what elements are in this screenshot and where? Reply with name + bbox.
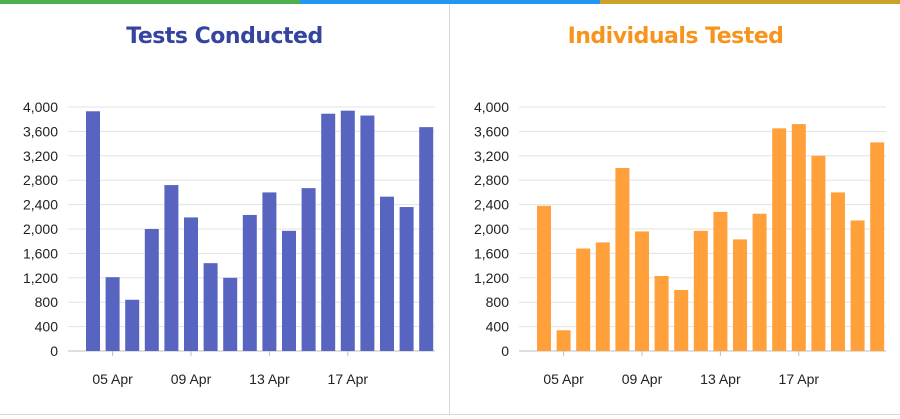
tests-conducted-panel: Tests Conducted 0 400 800 1,200 1,600 2,000 2,… (0, 4, 450, 415)
top-accent-blue (300, 0, 600, 4)
y-tick-label: 3,600 (23, 123, 58, 139)
y-tick-label: 0 (501, 343, 509, 359)
y-tick-label: 3,200 (23, 148, 58, 164)
bar-06-apr (576, 248, 591, 351)
bar-11-apr (223, 277, 238, 351)
bar-18-apr (360, 115, 375, 351)
y-tick-label: 800 (35, 294, 59, 310)
chart-title: Individuals Tested (567, 24, 784, 49)
bar-20-apr (850, 220, 865, 351)
top-accent-bar (0, 0, 900, 4)
y-tick-label: 400 (35, 319, 59, 335)
bottom-divider (0, 414, 900, 415)
x-tick-label: 05 Apr (92, 371, 133, 387)
y-tick-label: 2,000 (23, 221, 58, 237)
y-tick-label: 2,000 (474, 221, 509, 237)
tests-conducted-chart: 0 400 800 1,200 1,600 2,000 2,400 2,800 3,200 3,6… (23, 99, 435, 387)
x-tick-label: 13 Apr (249, 371, 290, 387)
top-accent-green (0, 0, 300, 4)
bar-15-apr (752, 213, 767, 351)
bar-14-apr (733, 239, 747, 351)
y-tick-label: 2,400 (23, 197, 58, 213)
bar-17-apr (340, 110, 355, 351)
x-tick-label: 09 Apr (622, 371, 663, 387)
y-tick-label: 2,800 (474, 172, 509, 188)
bar-06-apr (125, 299, 140, 351)
bar-09-apr (635, 231, 649, 351)
y-tick-label: 1,200 (23, 270, 58, 286)
y-tick-label: 1,200 (474, 270, 509, 286)
bar-07-apr (595, 242, 610, 351)
y-tick-label: 800 (486, 294, 510, 310)
bar-07-apr (144, 229, 159, 351)
y-tick-label: 2,800 (23, 172, 58, 188)
bar-16-apr (772, 128, 787, 351)
bar-04-apr (537, 205, 551, 351)
bar-13-apr (262, 192, 277, 351)
x-tick-label: 13 Apr (700, 371, 741, 387)
bar-11-apr (674, 290, 689, 351)
bar-17-apr (791, 124, 806, 351)
y-tick-label: 3,200 (474, 148, 509, 164)
bar-19-apr (831, 192, 845, 351)
bar-09-apr (184, 217, 198, 351)
bar-12-apr (693, 230, 708, 351)
bar-10-apr (654, 275, 669, 351)
bar-08-apr (164, 185, 179, 351)
bar-04-apr (86, 111, 100, 352)
y-tick-label: 0 (50, 343, 58, 359)
bar-15-apr (301, 188, 316, 351)
y-tick-label: 4,000 (23, 99, 58, 115)
bar-18-apr (811, 155, 826, 351)
bar-13-apr (713, 211, 728, 351)
bar-16-apr (321, 113, 336, 352)
x-tick-label: 05 Apr (543, 371, 584, 387)
bar-12-apr (242, 214, 257, 351)
x-tick-label: 09 Apr (171, 371, 212, 387)
bar-14-apr (282, 230, 296, 351)
bar-21-apr (870, 142, 885, 351)
individuals-tested-panel: Individuals Tested 0 400 800 1,200 1,600 2,00… (451, 4, 900, 415)
bar-05-apr (556, 330, 571, 351)
bar-10-apr (203, 263, 218, 351)
y-tick-label: 1,600 (23, 245, 58, 261)
bar-19-apr (380, 196, 394, 351)
y-tick-label: 2,400 (474, 197, 509, 213)
x-tick-label: 17 Apr (328, 371, 369, 387)
individuals-tested-chart: 0 400 800 1,200 1,600 2,000 2,400 2,800 3,200 3,6… (474, 99, 886, 387)
bar-08-apr (615, 168, 630, 351)
x-tick-label: 17 Apr (779, 371, 820, 387)
top-accent-gold (600, 0, 900, 4)
bar-21-apr (419, 127, 434, 351)
y-tick-label: 3,600 (474, 123, 509, 139)
chart-title: Tests Conducted (126, 24, 323, 49)
y-tick-label: 4,000 (474, 99, 509, 115)
y-tick-label: 1,600 (474, 245, 509, 261)
bar-05-apr (105, 277, 120, 351)
y-tick-label: 400 (486, 319, 510, 335)
bar-20-apr (399, 207, 414, 351)
